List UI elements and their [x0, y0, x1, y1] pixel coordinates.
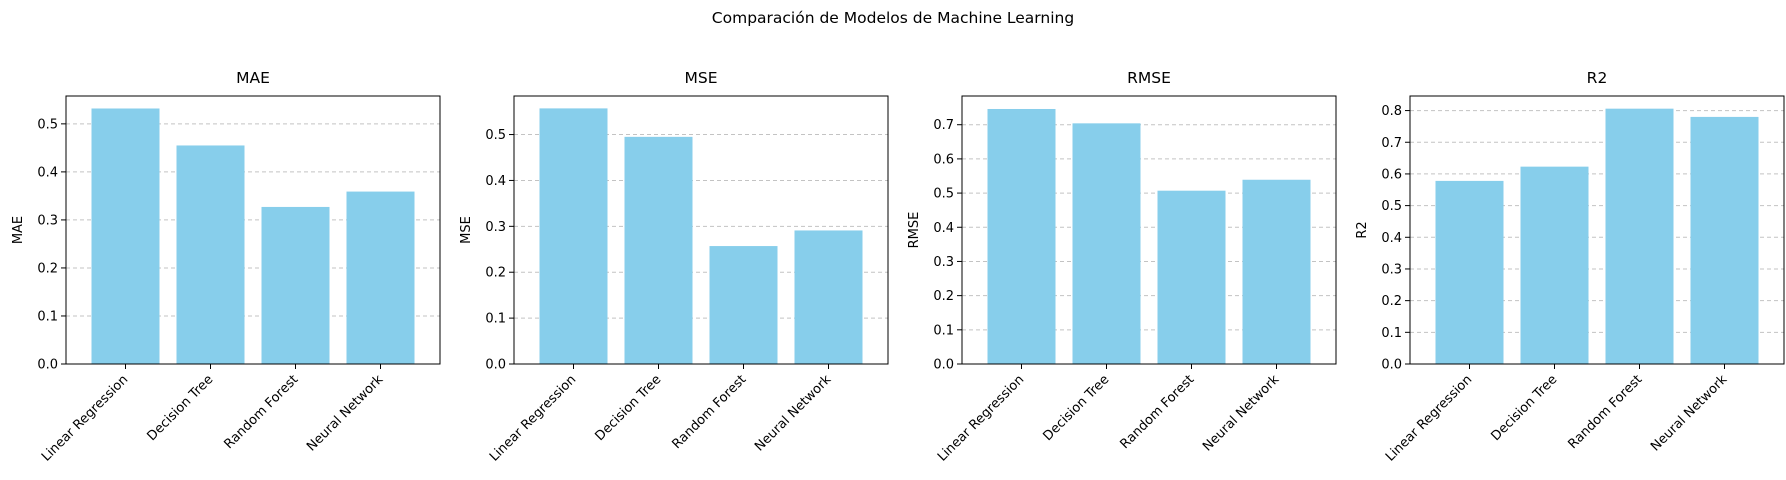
x-tick-label: Random Forest [222, 372, 302, 452]
y-tick-label: 0.5 [37, 117, 58, 132]
y-tick-label: 0.5 [1381, 199, 1402, 214]
x-tick-label: Linear Regression [1383, 372, 1475, 464]
x-tick-label: Neural Network [752, 372, 835, 455]
bar [1605, 108, 1674, 365]
y-tick-label: 0.6 [933, 152, 954, 167]
y-tick-label: 0.0 [1381, 358, 1402, 373]
x-tick-label: Linear Regression [487, 372, 579, 464]
axes-frame [961, 95, 1337, 365]
bar [261, 206, 330, 364]
x-tick-label: Neural Network [1200, 372, 1283, 455]
bar [624, 136, 693, 364]
y-tick-label: 0.7 [933, 118, 954, 133]
y-tick-label: 0.1 [933, 323, 954, 338]
y-tick-label: 0.4 [37, 165, 58, 180]
y-tick-label: 0.2 [1381, 294, 1402, 309]
y-tick-label: 0.5 [933, 187, 954, 202]
y-tick-label: 0.0 [933, 358, 954, 373]
bar [1157, 190, 1226, 364]
bar [346, 191, 415, 364]
bar [1520, 166, 1589, 364]
y-tick-label: 0.3 [485, 220, 506, 235]
x-tick-label: Linear Regression [39, 372, 131, 464]
x-tick-label: Random Forest [1566, 372, 1646, 452]
bar [91, 108, 160, 364]
x-tick-label: Random Forest [670, 372, 750, 452]
axes-frame [513, 95, 889, 365]
axes-frame [1409, 95, 1785, 365]
x-tick-label: Decision Tree [593, 372, 665, 444]
y-axis-label: RMSE [907, 212, 922, 249]
bar [709, 246, 778, 364]
axes-frame [65, 95, 441, 365]
bar [539, 108, 608, 364]
bar [1435, 180, 1504, 364]
x-tick-label: Decision Tree [145, 372, 217, 444]
y-tick-label: 0.6 [1381, 167, 1402, 182]
chart-title: MAE [236, 69, 270, 87]
bar [176, 145, 245, 364]
y-axis-label: R2 [1355, 221, 1370, 238]
bar [1242, 179, 1311, 364]
y-tick-label: 0.3 [37, 213, 58, 228]
y-axis-label: MSE [459, 216, 474, 244]
y-tick-label: 0.1 [37, 309, 58, 324]
y-tick-label: 0.5 [485, 128, 506, 143]
y-tick-label: 0.8 [1381, 104, 1402, 119]
y-tick-label: 0.1 [485, 312, 506, 327]
chart-title: R2 [1587, 69, 1608, 87]
y-tick-label: 0.2 [933, 289, 954, 304]
x-tick-label: Neural Network [304, 372, 387, 455]
y-tick-label: 0.7 [1381, 136, 1402, 151]
bar [1690, 116, 1759, 364]
y-axis-label: MAE [11, 216, 26, 244]
x-tick-label: Decision Tree [1489, 372, 1561, 444]
y-tick-label: 0.0 [37, 358, 58, 373]
y-tick-label: 0.3 [1381, 262, 1402, 277]
x-tick-label: Random Forest [1118, 372, 1198, 452]
bar [987, 108, 1056, 364]
y-tick-label: 0.4 [485, 174, 506, 189]
chart-title: MSE [684, 69, 717, 87]
y-tick-label: 0.4 [933, 221, 954, 236]
x-tick-label: Linear Regression [935, 372, 1027, 464]
y-tick-label: 0.2 [485, 266, 506, 281]
y-tick-label: 0.1 [1381, 326, 1402, 341]
bar [1072, 123, 1141, 364]
x-tick-label: Decision Tree [1041, 372, 1113, 444]
y-tick-label: 0.3 [933, 255, 954, 270]
figure-title: Comparación de Modelos de Machine Learni… [711, 9, 1075, 27]
chart-title: RMSE [1127, 69, 1171, 87]
y-tick-label: 0.0 [485, 358, 506, 373]
y-tick-label: 0.4 [1381, 231, 1402, 246]
x-tick-label: Neural Network [1648, 372, 1731, 455]
y-tick-label: 0.2 [37, 261, 58, 276]
bar [794, 230, 863, 364]
